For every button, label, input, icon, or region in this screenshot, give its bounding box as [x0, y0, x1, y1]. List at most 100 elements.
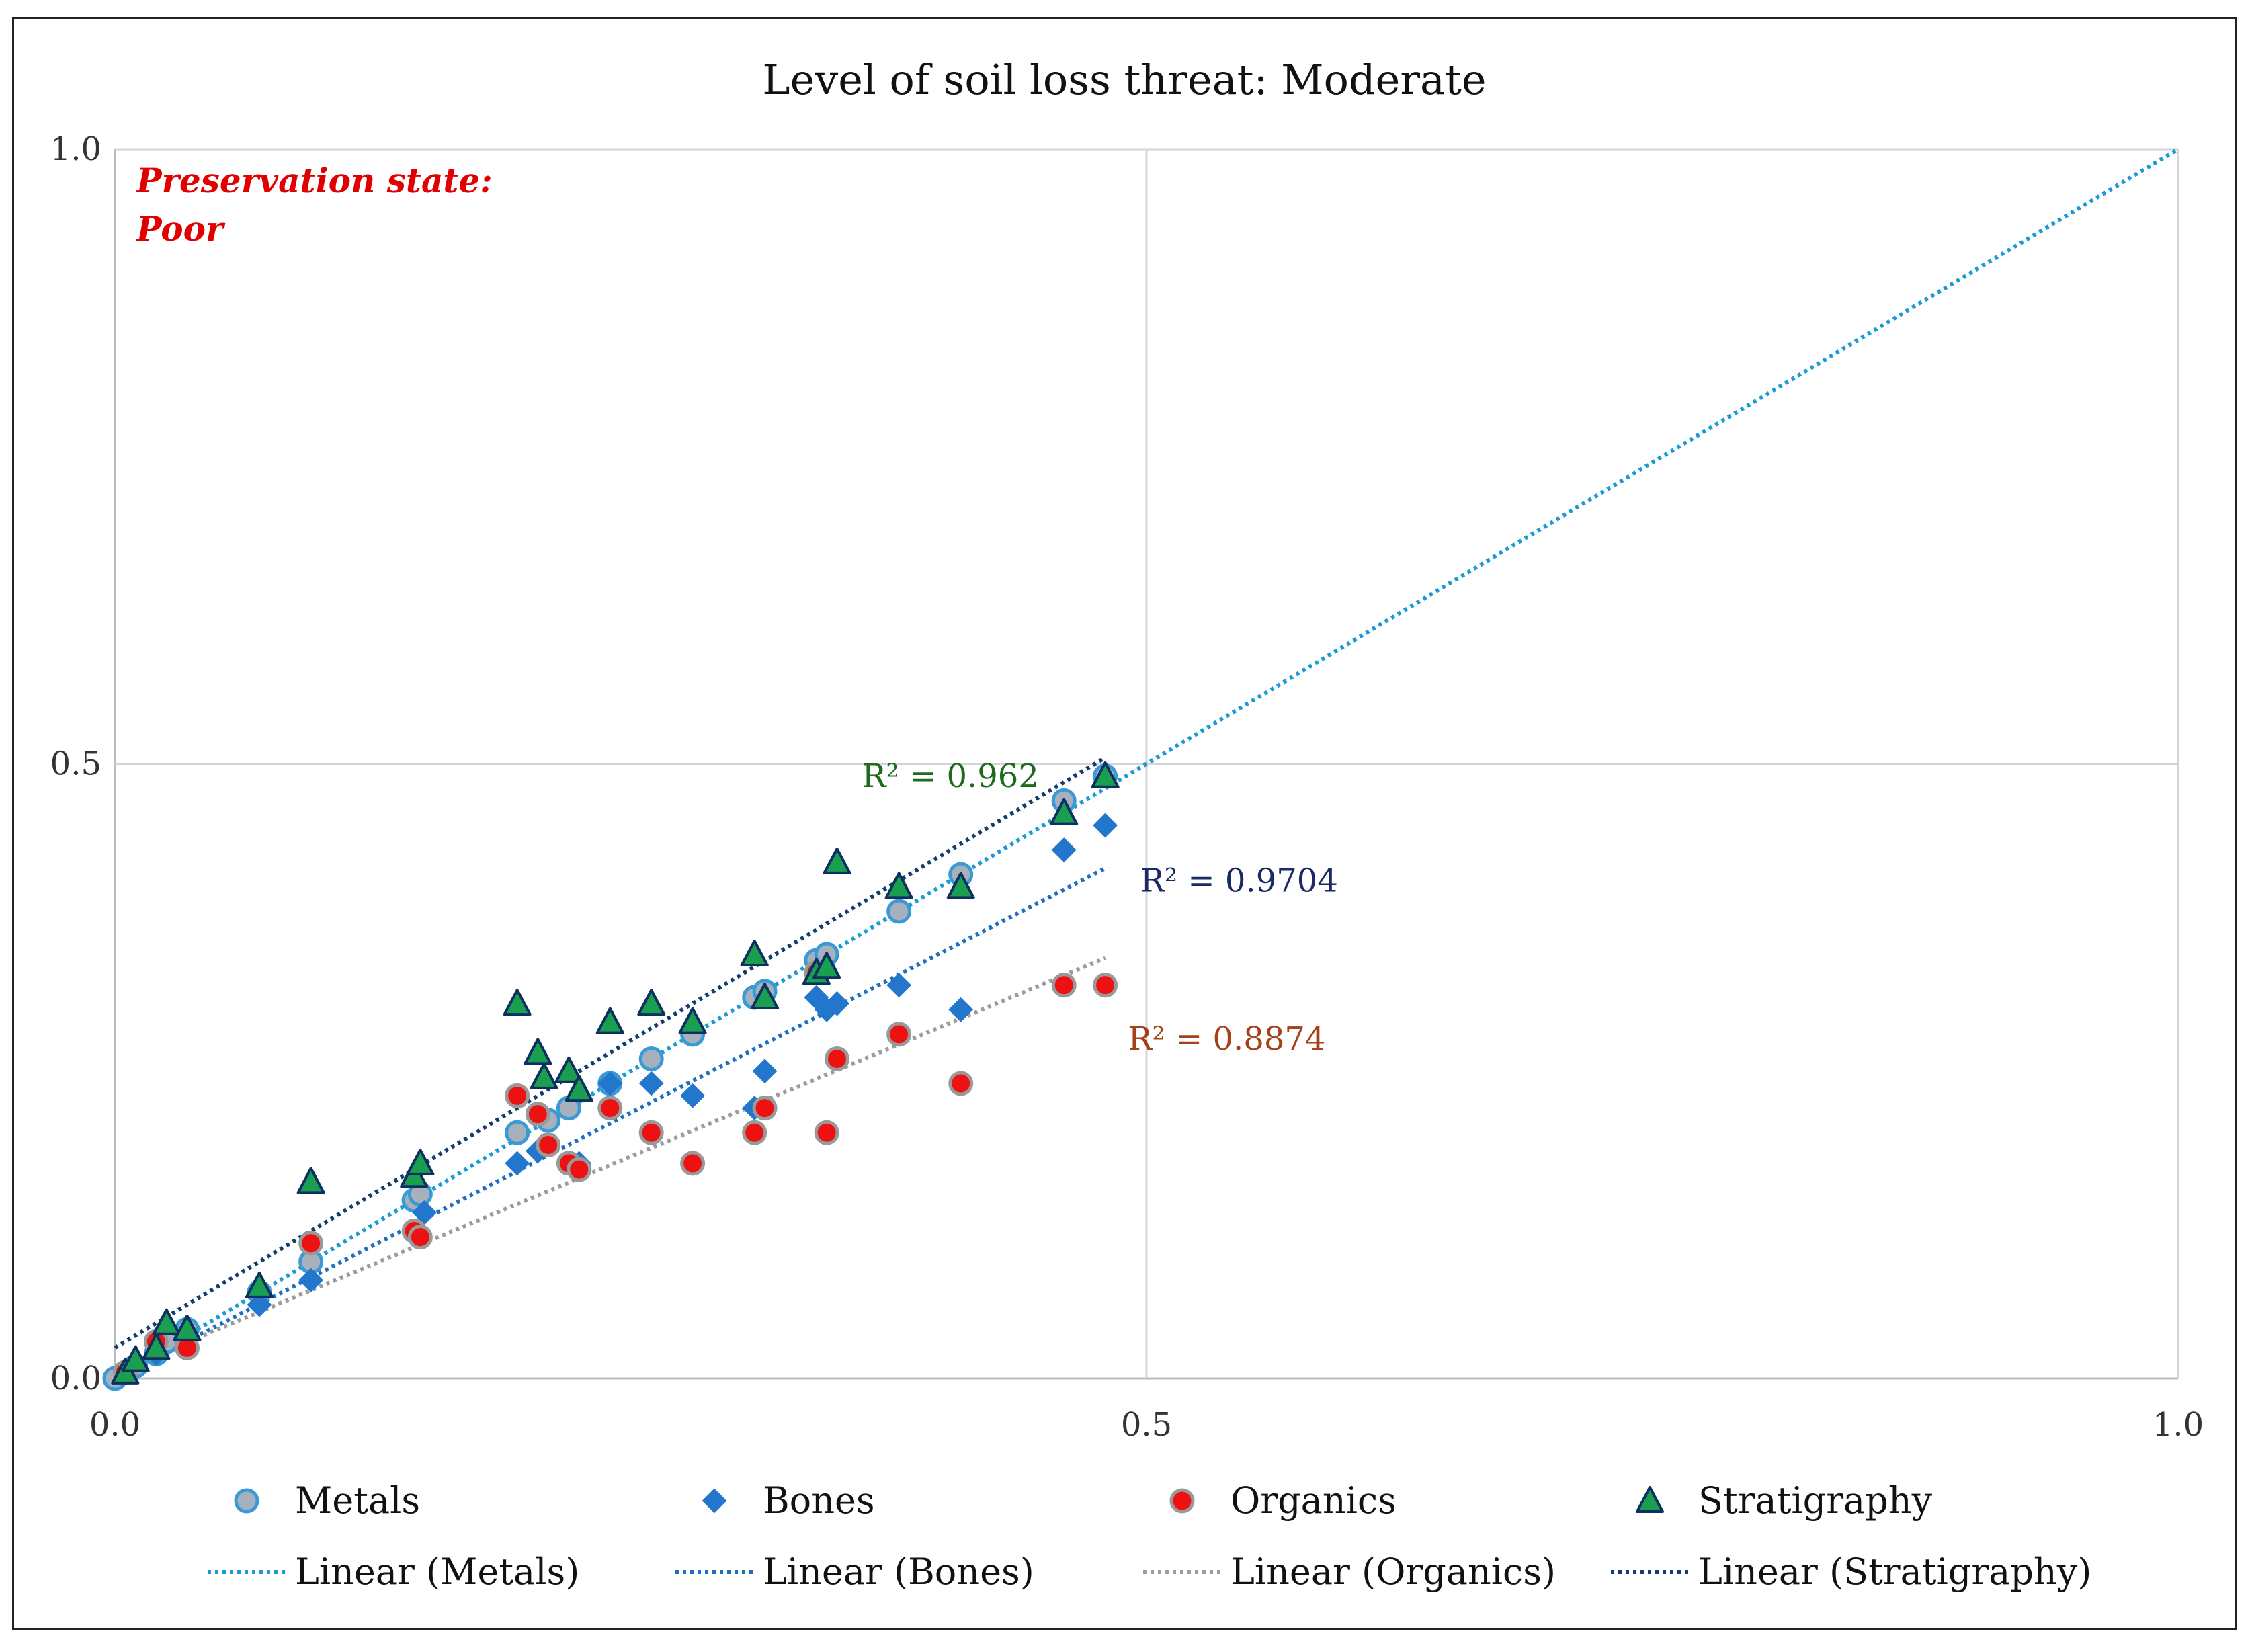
bones-point	[886, 973, 912, 998]
organics-point	[638, 1120, 664, 1145]
trendline	[114, 147, 2179, 1380]
bones-point	[597, 1071, 623, 1096]
organics-point	[742, 1120, 767, 1145]
legend-item-trend: Linear (Stratigraphy)	[1611, 1551, 2091, 1593]
organics-point	[567, 1157, 592, 1182]
legend-item-organics: Organics	[1169, 1479, 1397, 1522]
organics-point	[948, 1071, 974, 1096]
stratigraphy-point	[530, 1062, 558, 1089]
legend-label: Linear (Stratigraphy)	[1698, 1551, 2091, 1593]
legend-label: Stratigraphy	[1698, 1479, 1933, 1522]
legend-marker	[234, 1488, 259, 1514]
stratigraphy-point	[524, 1038, 552, 1065]
bones-point	[752, 1059, 778, 1084]
stratigraphy-point	[740, 939, 769, 966]
legend: Metals Bones Organics Stratigraphy Linear (M…	[208, 1479, 2091, 1593]
legend-item-metals: Metals	[234, 1479, 420, 1522]
bones-point	[298, 1268, 324, 1293]
chart-frame: Level of soil loss threat: Moderate 0.0 0…	[12, 17, 2237, 1630]
legend-marker	[1636, 1486, 1664, 1513]
annotation-line-2: Poor	[135, 209, 226, 249]
organics-point	[886, 1022, 912, 1047]
legend-item-trend: Linear (Bones)	[675, 1551, 1034, 1593]
stratigraphy-point	[503, 989, 532, 1016]
stratigraphy-point	[1091, 761, 1120, 788]
stratigraphy-point	[554, 1056, 583, 1083]
trendlines	[114, 147, 2179, 1380]
organics-point	[825, 1046, 849, 1071]
legend-label: Organics	[1231, 1479, 1397, 1522]
axis-ticks: 0.0 0.0 0.5 0.5 1.0 1.0	[50, 130, 2204, 1444]
legend-marker	[702, 1488, 727, 1514]
stratigraphy-point	[595, 1007, 624, 1034]
legend-label: Linear (Metals)	[295, 1551, 579, 1593]
organics-point	[1051, 973, 1077, 998]
legend-item-bones: Bones	[702, 1479, 875, 1522]
metals-point	[886, 899, 912, 924]
r-squared-label: R² = 0.8874	[1128, 1020, 1325, 1058]
x-tick-label: 0.5	[1121, 1406, 1172, 1444]
y-tick-label: 0.0	[50, 1360, 101, 1397]
series-organics	[112, 960, 1118, 1385]
legend-item-trend: Linear (Metals)	[208, 1551, 579, 1593]
r-squared-label: R² = 0.9704	[1140, 862, 1338, 899]
r-squared-label: R² = 0.962	[862, 757, 1039, 795]
organics-point	[298, 1231, 324, 1256]
bones-point	[638, 1071, 664, 1096]
stratigraphy-point	[565, 1075, 593, 1102]
stratigraphy-point	[823, 847, 851, 874]
x-tick-label: 0.0	[89, 1406, 140, 1444]
stratigraphy-point	[245, 1271, 274, 1298]
stratigraphy-point	[406, 1148, 435, 1175]
stratigraphy-point	[1050, 798, 1079, 825]
organics-point	[525, 1102, 550, 1127]
legend-label: Linear (Bones)	[763, 1551, 1034, 1593]
legend-label: Metals	[295, 1479, 420, 1522]
stratigraphy-point	[173, 1314, 202, 1341]
x-tick-label: 1.0	[2153, 1406, 2204, 1444]
stratigraphy-point	[946, 872, 975, 899]
bones-point	[680, 1083, 706, 1108]
metals-point	[505, 1120, 530, 1145]
y-tick-label: 0.5	[50, 745, 101, 783]
organics-point	[536, 1132, 561, 1157]
bones-point	[825, 991, 849, 1016]
data-points	[102, 761, 1120, 1391]
series-bones	[112, 813, 1118, 1385]
legend-label: Bones	[763, 1479, 875, 1522]
legend-item-trend: Linear (Organics)	[1143, 1551, 1556, 1593]
bones-point	[247, 1292, 272, 1317]
stratigraphy-point	[296, 1167, 325, 1194]
stratigraphy-point	[121, 1345, 150, 1372]
stratigraphy-point	[678, 1007, 707, 1034]
stratigraphy-point	[751, 983, 780, 1010]
legend-marker	[1169, 1488, 1195, 1514]
legend-item-stratigraphy: Stratigraphy	[1636, 1479, 1933, 1522]
organics-point	[680, 1151, 706, 1176]
stratigraphy-point	[637, 989, 666, 1016]
bones-point	[948, 997, 974, 1022]
stratigraphy-point	[812, 952, 841, 979]
y-tick-label: 1.0	[50, 130, 101, 168]
series-stratigraphy	[111, 761, 1120, 1385]
annotation-line-1: Preservation state:	[135, 161, 493, 200]
organics-point	[752, 1096, 778, 1121]
bones-point	[1051, 837, 1077, 862]
stratigraphy-point	[884, 872, 913, 899]
scatter-chart: Level of soil loss threat: Moderate 0.00…	[50, 55, 2204, 1593]
organics-point	[814, 1120, 839, 1145]
organics-point	[597, 1096, 623, 1121]
trendline	[114, 755, 1107, 1350]
chart-title: Level of soil loss threat: Moderate	[762, 55, 1486, 104]
organics-point	[1093, 973, 1118, 998]
metals-point	[638, 1046, 664, 1071]
bones-point	[505, 1151, 530, 1176]
r-squared-labels: R² = 0.962 R² = 0.9704 R² = 0.8874	[862, 757, 1338, 1058]
legend-label: Linear (Organics)	[1231, 1551, 1556, 1593]
trendline	[114, 956, 1106, 1374]
organics-point	[407, 1225, 433, 1250]
bones-point	[412, 1200, 437, 1225]
organics-point	[505, 1083, 530, 1108]
bones-point	[1093, 813, 1118, 838]
stratigraphy-point	[152, 1308, 181, 1335]
